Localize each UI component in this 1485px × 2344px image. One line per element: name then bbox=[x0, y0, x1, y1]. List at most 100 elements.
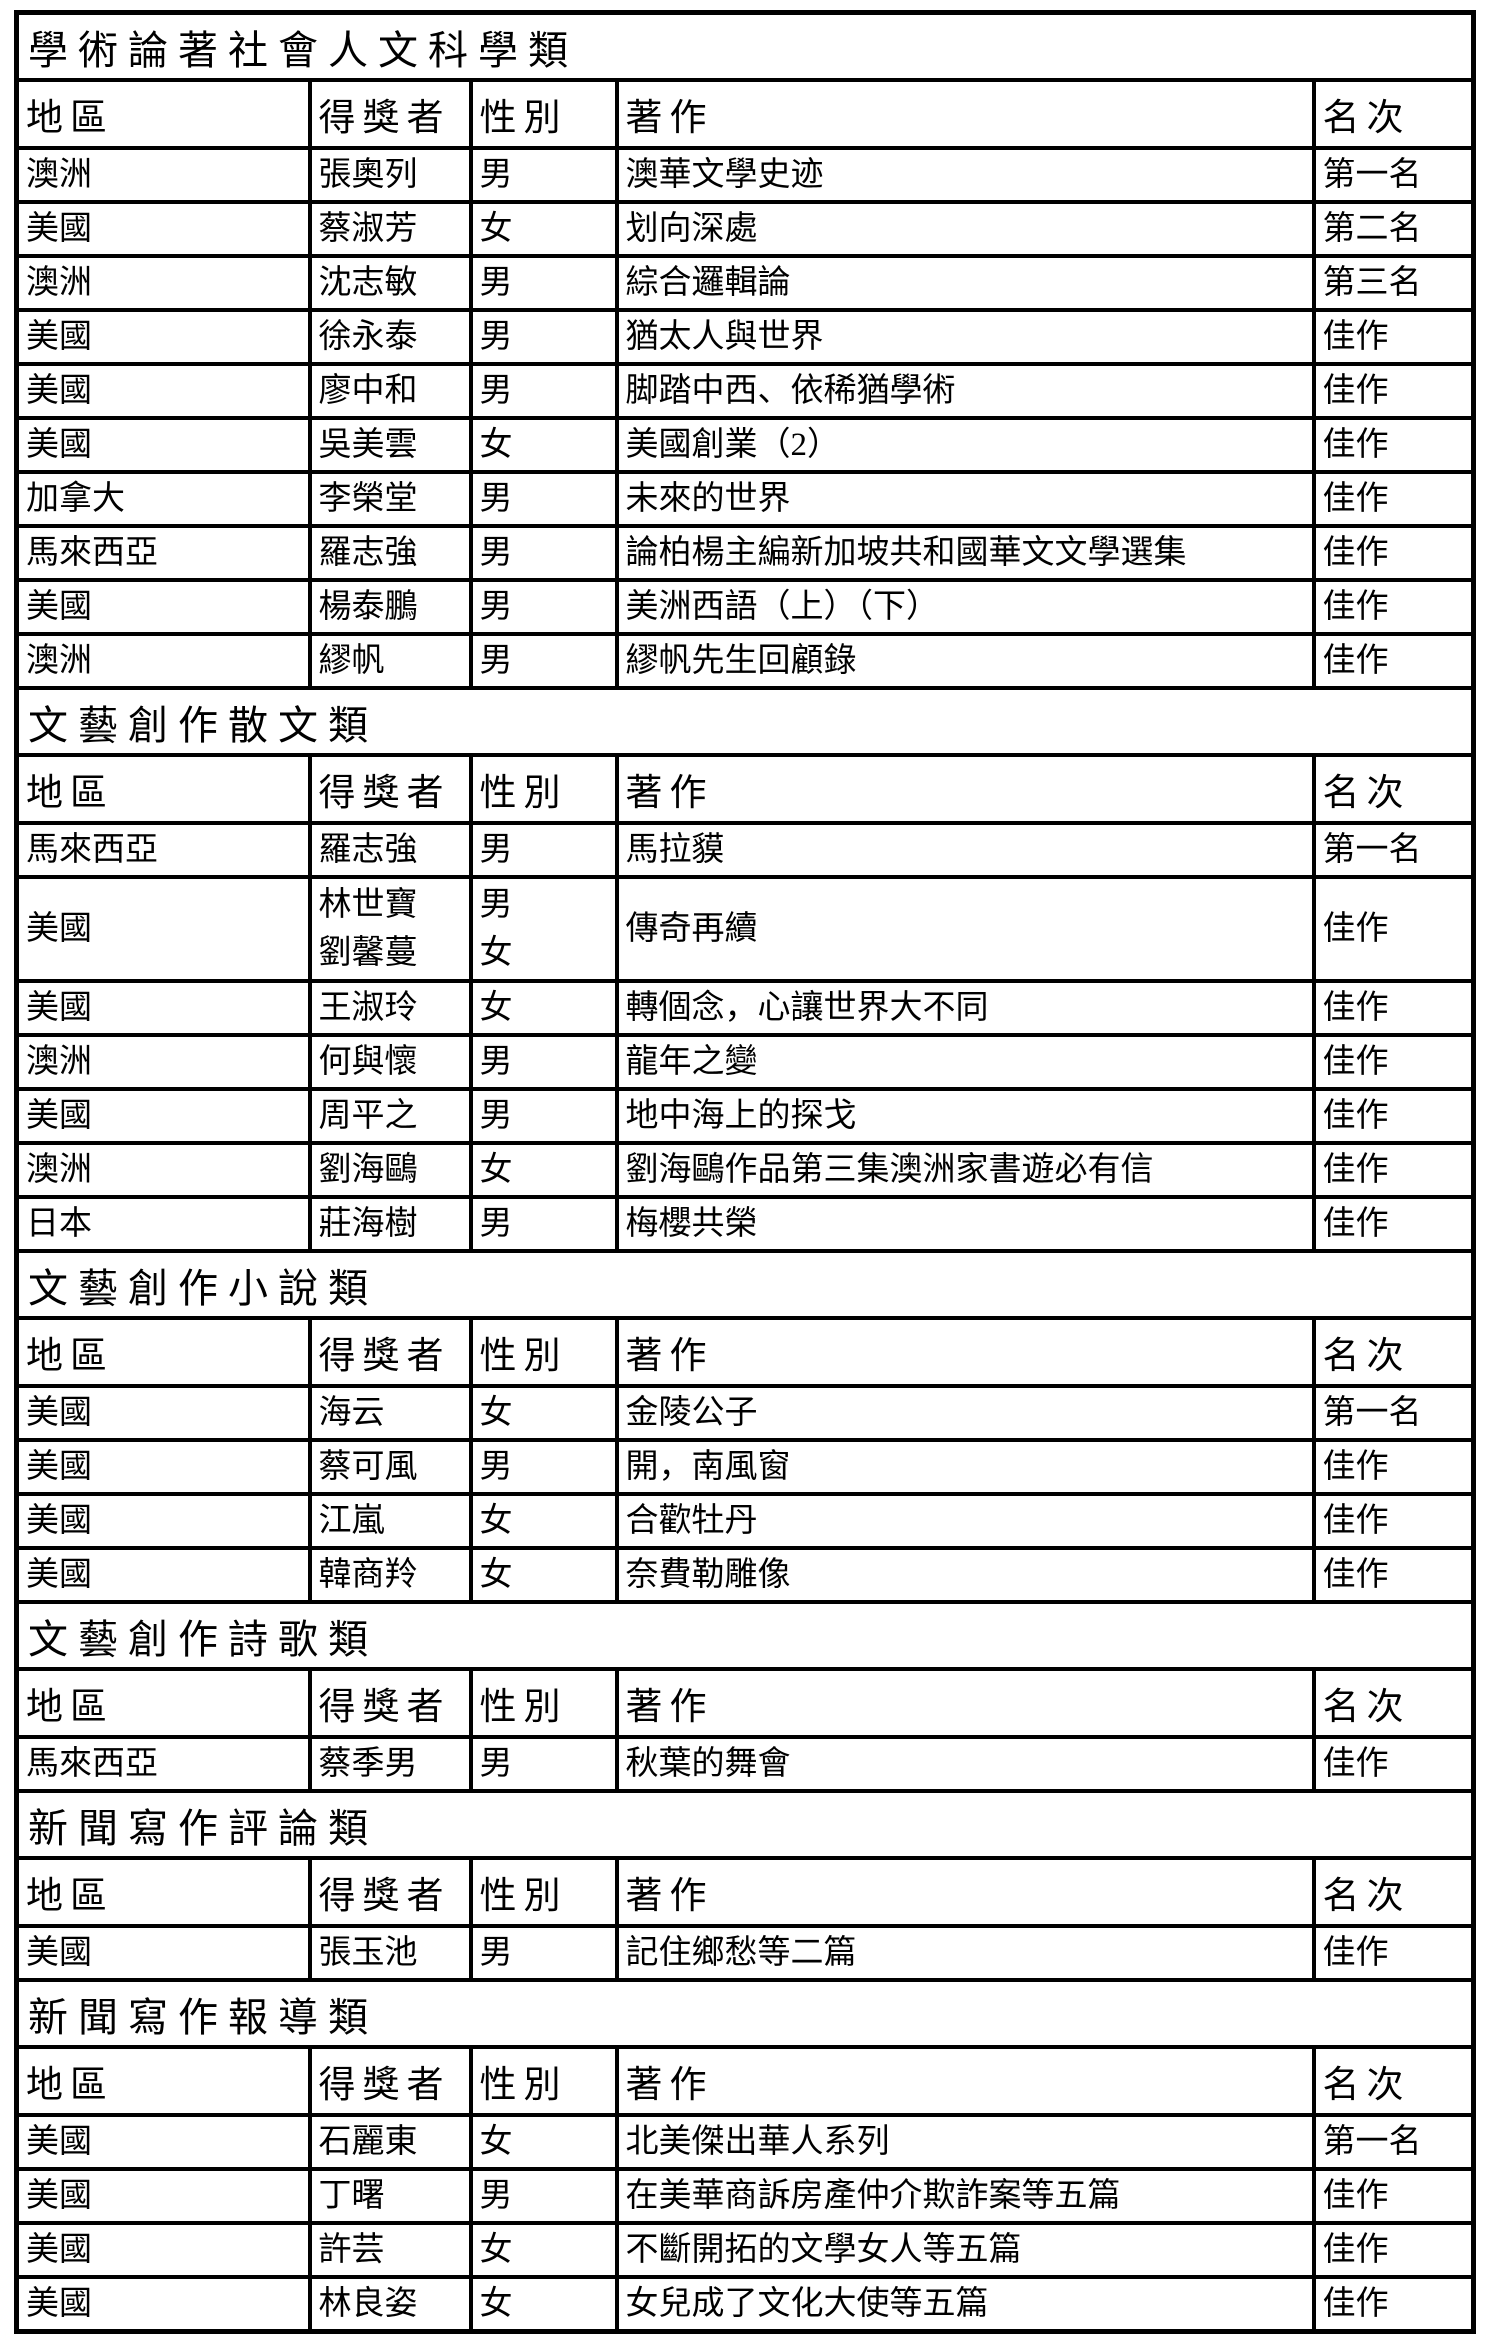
cell-rank: 第一名 bbox=[1311, 821, 1476, 879]
cell-rank: 佳作 bbox=[1311, 1492, 1476, 1550]
cell-work: 轉個念，心讓世界大不同 bbox=[614, 979, 1316, 1037]
cell-rank: 第三名 bbox=[1311, 254, 1476, 312]
cell-region: 澳洲 bbox=[14, 1141, 312, 1199]
table-row: 加拿大 李榮堂男未來的世界 佳作 bbox=[14, 470, 1476, 528]
cell-work: 龍年之變 bbox=[614, 1033, 1316, 1091]
cell-gender: 女 bbox=[468, 1384, 619, 1442]
cell-rank: 佳作 bbox=[1311, 416, 1476, 474]
table-row: 美國 蔡淑芳女划向深處 第二名 bbox=[14, 200, 1476, 258]
table-row: 美國 江嵐女合歡牡丹 佳作 bbox=[14, 1492, 1476, 1550]
cell-rank: 佳作 bbox=[1311, 1087, 1476, 1145]
column-header-winner: 得獎者 bbox=[307, 78, 473, 150]
cell-gender: 男 bbox=[468, 1924, 619, 1982]
cell-region: 澳洲 bbox=[14, 146, 312, 204]
cell-rank: 佳作 bbox=[1311, 1141, 1476, 1199]
section-title: 新聞寫作報導類 bbox=[14, 1978, 1476, 2049]
cell-region: 美國 bbox=[14, 578, 312, 636]
cell-winner: 林世寶 劉馨蔓 bbox=[307, 875, 473, 983]
cell-rank: 第一名 bbox=[1311, 146, 1476, 204]
cell-winner: 羅志強 bbox=[307, 821, 473, 879]
section-title-row: 文藝創作散文類 bbox=[14, 686, 1476, 757]
cell-region: 加拿大 bbox=[14, 470, 312, 528]
cell-winner: 羅志強 bbox=[307, 524, 473, 582]
table-row: 美國 許芸女不斷開拓的文學女人等五篇 佳作 bbox=[14, 2221, 1476, 2279]
column-header-rank: 名次 bbox=[1311, 1856, 1476, 1928]
column-header-row: 地區 得獎者 性別 著作 名次 bbox=[14, 1316, 1476, 1388]
table-row: 美國 周平之男地中海上的探戈 佳作 bbox=[14, 1087, 1476, 1145]
table-row: 美國 王淑玲女轉個念，心讓世界大不同 佳作 bbox=[14, 979, 1476, 1037]
table-row: 澳洲 劉海鷗女劉海鷗作品第三集澳洲家書遊必有信 佳作 bbox=[14, 1141, 1476, 1199]
table-row: 美國 海云女金陵公子 第一名 bbox=[14, 1384, 1476, 1442]
cell-winner: 繆帆 bbox=[307, 632, 473, 690]
cell-work: 秋葉的舞會 bbox=[614, 1735, 1316, 1793]
column-header-region: 地區 bbox=[14, 78, 312, 150]
cell-work: 梅櫻共榮 bbox=[614, 1195, 1316, 1253]
cell-winner: 石麗東 bbox=[307, 2113, 473, 2171]
column-header-row: 地區 得獎者 性別 著作 名次 bbox=[14, 1667, 1476, 1739]
cell-region: 美國 bbox=[14, 1492, 312, 1550]
cell-winner: 劉海鷗 bbox=[307, 1141, 473, 1199]
table-row: 澳洲 何與懷男龍年之變 佳作 bbox=[14, 1033, 1476, 1091]
cell-work: 脚踏中西、依稀猶學術 bbox=[614, 362, 1316, 420]
section-title-row: 新聞寫作評論類 bbox=[14, 1789, 1476, 1860]
cell-region: 澳洲 bbox=[14, 254, 312, 312]
cell-gender: 男 bbox=[468, 146, 619, 204]
cell-winner: 張玉池 bbox=[307, 1924, 473, 1982]
cell-work: 猶太人與世界 bbox=[614, 308, 1316, 366]
cell-rank: 佳作 bbox=[1311, 875, 1476, 983]
column-header-rank: 名次 bbox=[1311, 2045, 1476, 2117]
cell-gender: 女 bbox=[468, 416, 619, 474]
column-header-gender: 性別 bbox=[468, 2045, 619, 2117]
cell-rank: 佳作 bbox=[1311, 1033, 1476, 1091]
column-header-rank: 名次 bbox=[1311, 1316, 1476, 1388]
cell-work: 奈費勒雕像 bbox=[614, 1546, 1316, 1604]
cell-gender: 男 bbox=[468, 470, 619, 528]
section-title: 新聞寫作評論類 bbox=[14, 1789, 1476, 1860]
section-title: 文藝創作詩歌類 bbox=[14, 1600, 1476, 1671]
column-header-winner: 得獎者 bbox=[307, 2045, 473, 2117]
column-header-work: 著作 bbox=[614, 1316, 1316, 1388]
cell-rank: 佳作 bbox=[1311, 1195, 1476, 1253]
cell-region: 美國 bbox=[14, 416, 312, 474]
cell-work: 劉海鷗作品第三集澳洲家書遊必有信 bbox=[614, 1141, 1316, 1199]
table-row: 美國 林良姿女女兒成了文化大使等五篇 佳作 bbox=[14, 2275, 1476, 2334]
column-header-rank: 名次 bbox=[1311, 1667, 1476, 1739]
cell-gender: 男 bbox=[468, 1087, 619, 1145]
cell-gender: 男 bbox=[468, 2167, 619, 2225]
cell-rank: 佳作 bbox=[1311, 1924, 1476, 1982]
table-row: 美國 張玉池男記住鄉愁等二篇 佳作 bbox=[14, 1924, 1476, 1982]
cell-gender: 男 bbox=[468, 1735, 619, 1793]
cell-rank: 佳作 bbox=[1311, 470, 1476, 528]
cell-work: 未來的世界 bbox=[614, 470, 1316, 528]
cell-work: 繆帆先生回顧錄 bbox=[614, 632, 1316, 690]
cell-gender: 男 bbox=[468, 821, 619, 879]
cell-winner: 徐永泰 bbox=[307, 308, 473, 366]
cell-rank: 佳作 bbox=[1311, 578, 1476, 636]
cell-winner: 韓商羚 bbox=[307, 1546, 473, 1604]
cell-region: 美國 bbox=[14, 200, 312, 258]
cell-region: 美國 bbox=[14, 979, 312, 1037]
section-title-row: 文藝創作詩歌類 bbox=[14, 1600, 1476, 1671]
cell-region: 美國 bbox=[14, 1546, 312, 1604]
cell-work: 北美傑出華人系列 bbox=[614, 2113, 1316, 2171]
column-header-row: 地區 得獎者 性別 著作 名次 bbox=[14, 78, 1476, 150]
cell-work: 開，南風窗 bbox=[614, 1438, 1316, 1496]
cell-rank: 佳作 bbox=[1311, 524, 1476, 582]
column-header-row: 地區 得獎者 性別 著作 名次 bbox=[14, 753, 1476, 825]
cell-region: 美國 bbox=[14, 2275, 312, 2334]
cell-rank: 第二名 bbox=[1311, 200, 1476, 258]
column-header-row: 地區 得獎者 性別 著作 名次 bbox=[14, 1856, 1476, 1928]
cell-rank: 佳作 bbox=[1311, 1438, 1476, 1496]
cell-winner: 廖中和 bbox=[307, 362, 473, 420]
cell-winner: 莊海樹 bbox=[307, 1195, 473, 1253]
cell-winner: 張奧列 bbox=[307, 146, 473, 204]
cell-winner: 丁曙 bbox=[307, 2167, 473, 2225]
table-row: 美國 徐永泰男猶太人與世界 佳作 bbox=[14, 308, 1476, 366]
cell-gender: 男 bbox=[468, 632, 619, 690]
cell-gender: 男 bbox=[468, 254, 619, 312]
table-row: 澳洲 沈志敏男綜合邏輯論 第三名 bbox=[14, 254, 1476, 312]
cell-rank: 佳作 bbox=[1311, 979, 1476, 1037]
cell-gender: 男 bbox=[468, 362, 619, 420]
cell-gender: 女 bbox=[468, 1546, 619, 1604]
